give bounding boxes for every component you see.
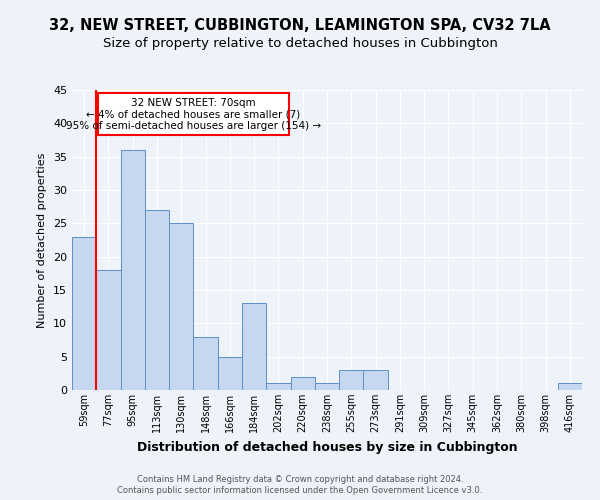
FancyBboxPatch shape [97,94,289,136]
Bar [266,384,290,390]
Text: ← 4% of detached houses are smaller (7): ← 4% of detached houses are smaller (7) [86,110,301,120]
Bar [558,384,582,390]
Text: 95% of semi-detached houses are larger (154) →: 95% of semi-detached houses are larger (… [66,121,321,131]
Text: Size of property relative to detached houses in Cubbington: Size of property relative to detached ho… [103,38,497,51]
Bar [364,370,388,390]
X-axis label: Distribution of detached houses by size in Cubbington: Distribution of detached houses by size … [137,440,517,454]
Text: Contains public sector information licensed under the Open Government Licence v3: Contains public sector information licen… [118,486,482,495]
Bar [290,376,315,390]
Bar [169,224,193,390]
Bar [242,304,266,390]
Bar [96,270,121,390]
Text: 32, NEW STREET, CUBBINGTON, LEAMINGTON SPA, CV32 7LA: 32, NEW STREET, CUBBINGTON, LEAMINGTON S… [49,18,551,32]
Text: Contains HM Land Registry data © Crown copyright and database right 2024.: Contains HM Land Registry data © Crown c… [137,475,463,484]
Y-axis label: Number of detached properties: Number of detached properties [37,152,47,328]
Bar [339,370,364,390]
Bar [72,236,96,390]
Bar [145,210,169,390]
Bar [121,150,145,390]
Bar [218,356,242,390]
Bar [315,384,339,390]
Text: 32 NEW STREET: 70sqm: 32 NEW STREET: 70sqm [131,98,256,108]
Bar [193,336,218,390]
